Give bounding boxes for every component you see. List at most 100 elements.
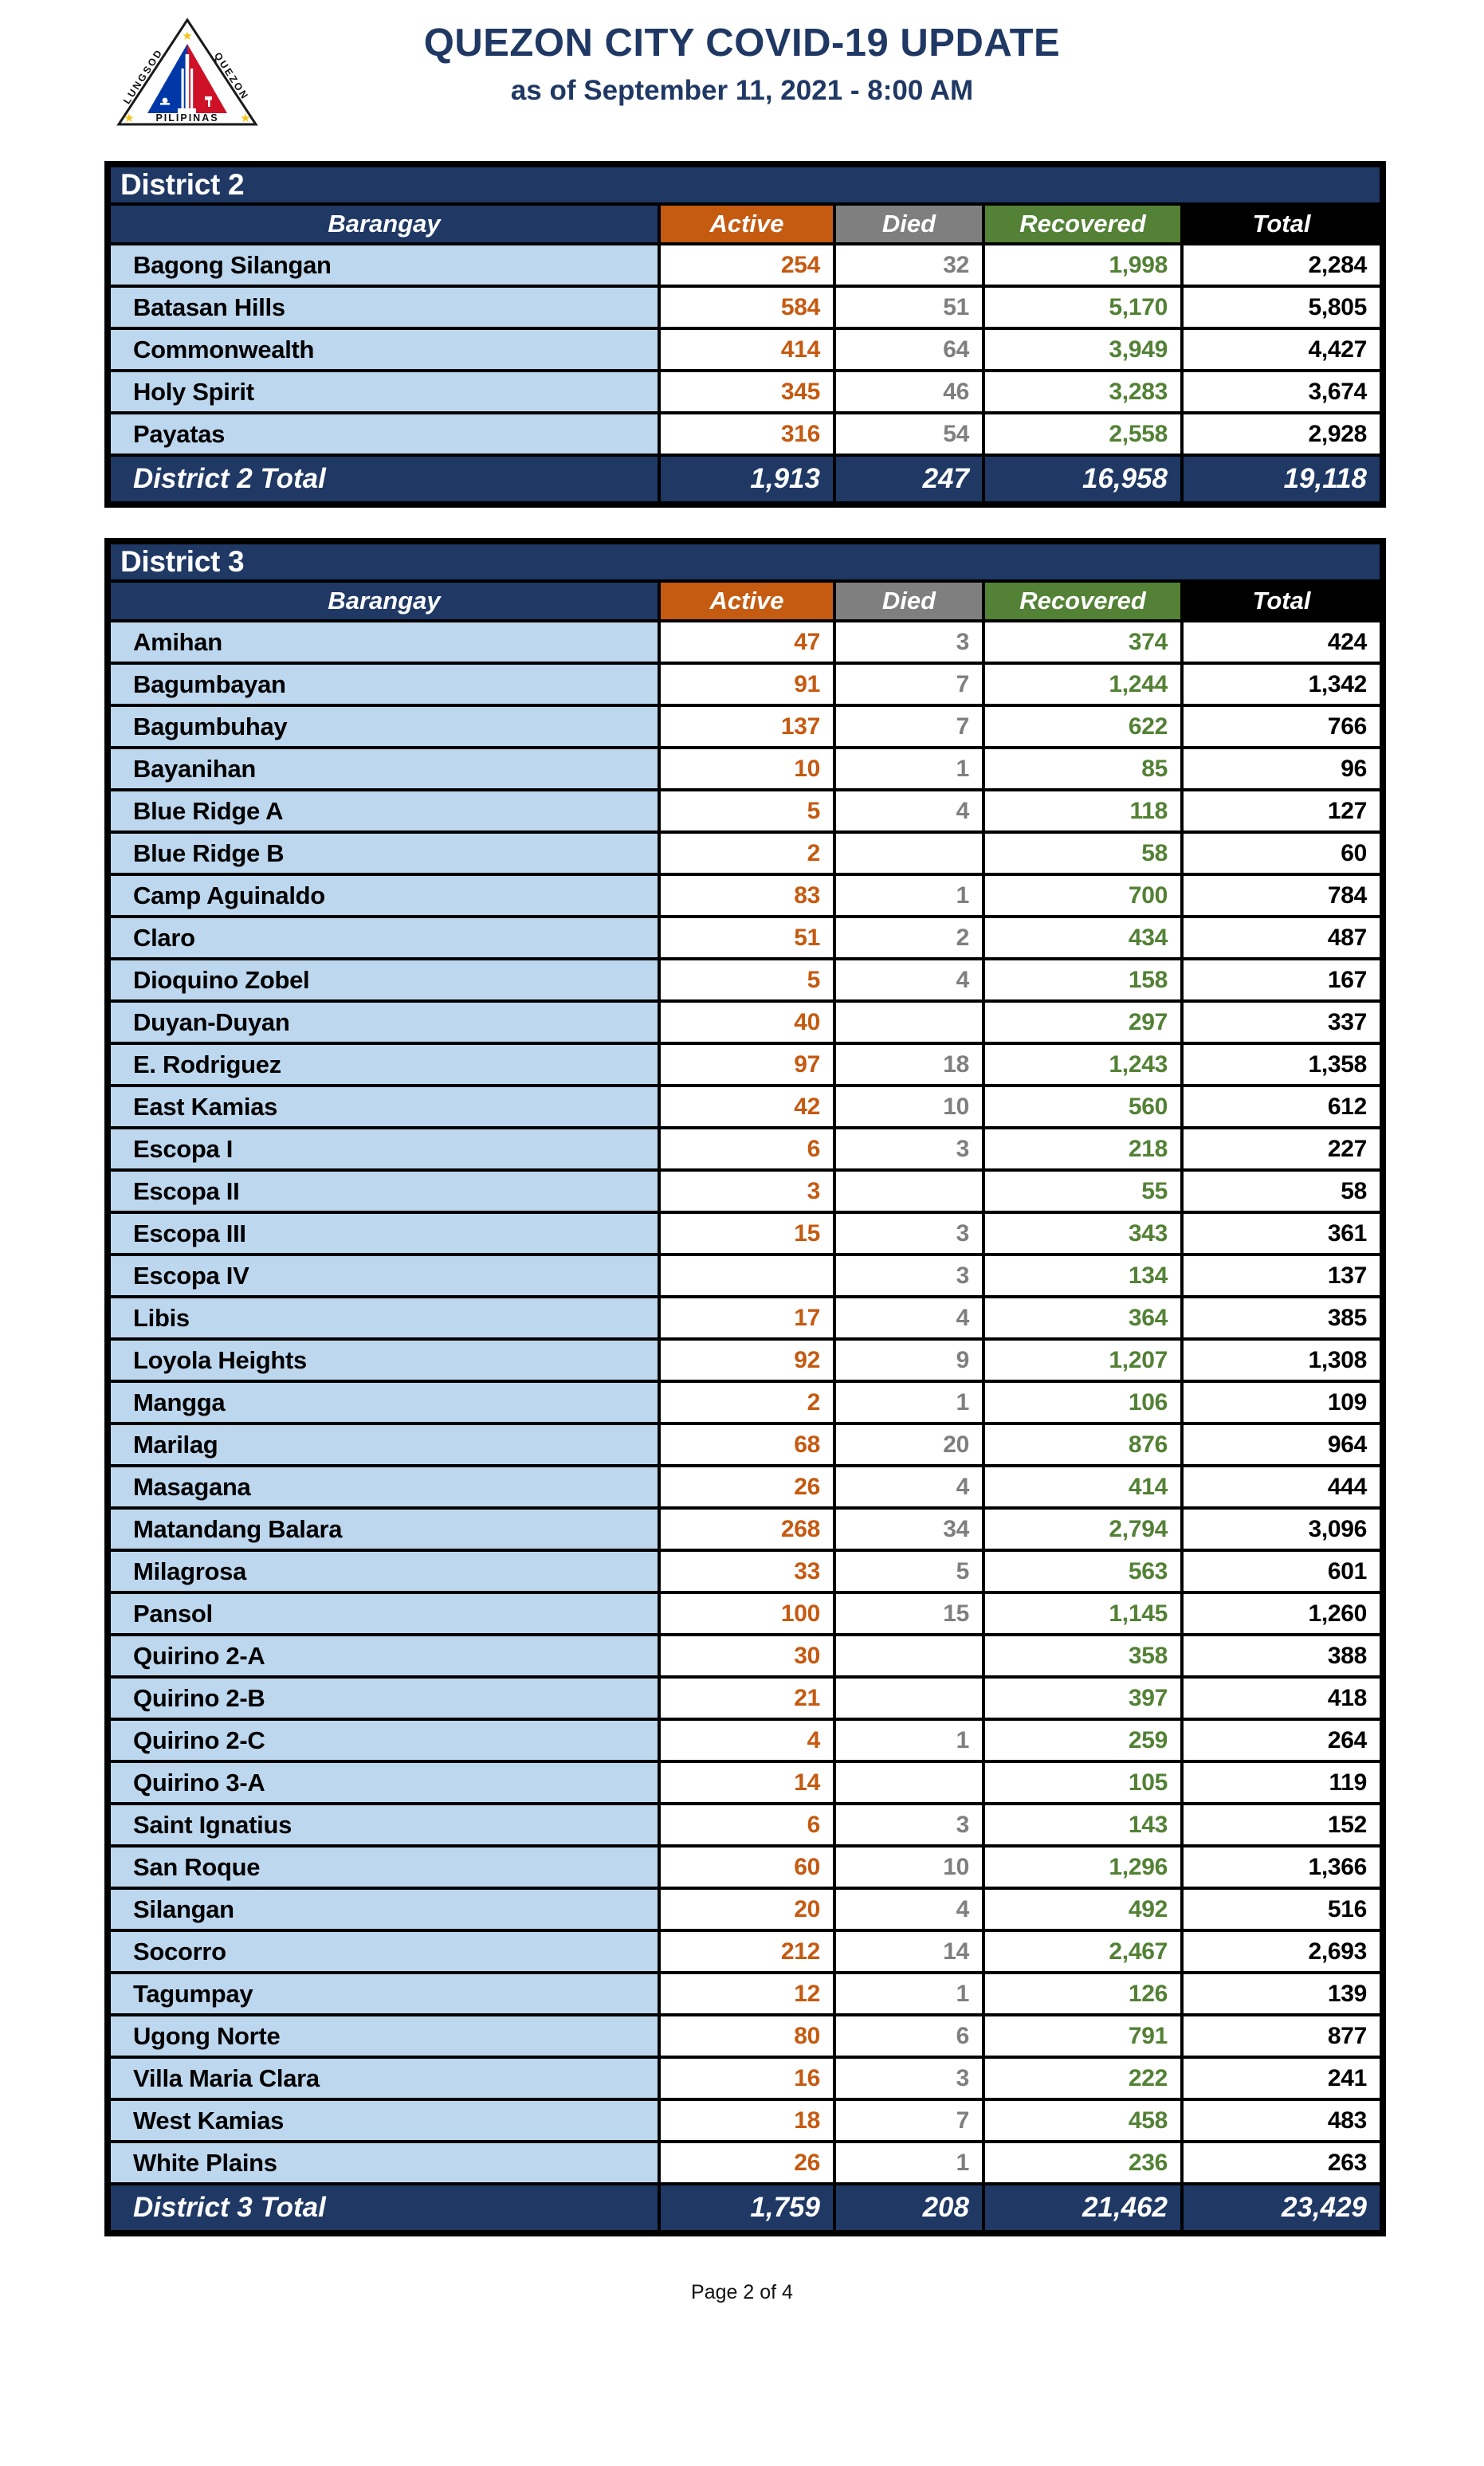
value-died xyxy=(833,1168,985,1214)
barangay-row: Escopa I 6 3 218 227 xyxy=(106,1126,1385,1172)
district-total-total: 19,118 xyxy=(1180,454,1385,506)
value-recovered: 297 xyxy=(982,999,1184,1045)
value-active: 20 xyxy=(658,1887,836,1932)
value-total: 109 xyxy=(1180,1380,1385,1425)
value-recovered: 560 xyxy=(982,1084,1184,1129)
svg-text:★: ★ xyxy=(124,111,134,125)
value-recovered: 1,244 xyxy=(982,662,1184,707)
value-died: 3 xyxy=(833,1253,985,1298)
column-header-active: Active xyxy=(658,579,836,622)
barangay-name: Quirino 2-A xyxy=(106,1633,661,1679)
value-recovered: 134 xyxy=(982,1253,1184,1298)
value-active: 10 xyxy=(658,746,836,791)
value-died: 1 xyxy=(833,1380,985,1425)
column-header-died: Died xyxy=(833,579,985,622)
barangay-name: Milagrosa xyxy=(106,1549,661,1594)
value-total: 612 xyxy=(1180,1084,1385,1129)
barangay-name: Duyan-Duyan xyxy=(106,999,661,1045)
barangay-row: White Plains 26 1 236 263 xyxy=(106,2140,1385,2185)
district-title-district-2: District 2 xyxy=(105,163,1385,206)
column-header-barangay: Barangay xyxy=(106,579,661,622)
barangay-name: White Plains xyxy=(106,2140,661,2185)
value-active: 91 xyxy=(658,662,836,707)
barangay-row: Mangga 2 1 106 109 xyxy=(106,1380,1385,1425)
barangay-name: Pansol xyxy=(106,1591,661,1636)
value-total: 2,693 xyxy=(1180,1929,1385,1974)
value-active: 12 xyxy=(658,1971,836,2016)
value-died: 4 xyxy=(833,957,985,1003)
page-number-footer: Page 2 of 4 xyxy=(691,2281,793,2303)
barangay-row: Camp Aguinaldo 83 1 700 784 xyxy=(106,873,1385,918)
barangay-row: Blue Ridge A 5 4 118 127 xyxy=(106,788,1385,834)
barangay-name: Payatas xyxy=(106,411,661,457)
value-total: 337 xyxy=(1180,999,1385,1045)
value-active: 26 xyxy=(658,1464,836,1510)
value-active: 80 xyxy=(658,2013,836,2059)
value-total: 1,366 xyxy=(1180,1844,1385,1890)
value-total: 877 xyxy=(1180,2013,1385,2059)
value-total: 139 xyxy=(1180,1971,1385,2016)
barangay-name: Bagong Silangan xyxy=(106,242,661,288)
barangay-row: Duyan-Duyan 40 297 337 xyxy=(106,999,1385,1045)
barangay-row: Claro 51 2 434 487 xyxy=(106,915,1385,960)
value-active: 254 xyxy=(658,242,836,288)
value-recovered: 259 xyxy=(982,1718,1184,1763)
column-header-total: Total xyxy=(1180,202,1385,245)
value-recovered: 2,794 xyxy=(982,1506,1184,1552)
barangay-row: Bagumbuhay 137 7 622 766 xyxy=(106,704,1385,749)
value-total: 119 xyxy=(1180,1760,1385,1805)
value-active: 268 xyxy=(658,1506,836,1552)
value-died: 7 xyxy=(833,704,985,749)
barangay-name: Villa Maria Clara xyxy=(106,2056,661,2101)
value-recovered: 1,145 xyxy=(982,1591,1184,1636)
value-active: 83 xyxy=(658,873,836,918)
district-total-label: District 3 Total xyxy=(106,2182,661,2235)
barangay-row: Libis 17 4 364 385 xyxy=(106,1295,1385,1341)
value-recovered: 118 xyxy=(982,788,1184,834)
value-died: 4 xyxy=(833,1295,985,1341)
value-total: 137 xyxy=(1180,1253,1385,1298)
value-active: 3 xyxy=(658,1168,836,1214)
value-died: 4 xyxy=(833,788,985,834)
value-total: 444 xyxy=(1180,1464,1385,1510)
barangay-row: Holy Spirit 345 46 3,283 3,674 xyxy=(106,369,1385,414)
barangay-row: Silangan 20 4 492 516 xyxy=(106,1887,1385,1932)
value-total: 1,358 xyxy=(1180,1042,1385,1087)
barangay-name: Quirino 2-B xyxy=(106,1675,661,1721)
value-active: 5 xyxy=(658,788,836,834)
value-active: 100 xyxy=(658,1591,836,1636)
barangay-row: Bagong Silangan 254 32 1,998 2,284 xyxy=(106,242,1385,288)
value-recovered: 1,243 xyxy=(982,1042,1184,1087)
value-died: 54 xyxy=(833,411,985,457)
barangay-name: Mangga xyxy=(106,1380,661,1425)
value-active: 26 xyxy=(658,2140,836,2185)
value-died xyxy=(833,999,985,1045)
value-recovered: 700 xyxy=(982,873,1184,918)
value-active: 97 xyxy=(658,1042,836,1087)
barangay-row: Socorro 212 14 2,467 2,693 xyxy=(106,1929,1385,1974)
barangay-row: Quirino 2-C 4 1 259 264 xyxy=(106,1718,1385,1763)
barangay-name: Matandang Balara xyxy=(106,1506,661,1552)
value-total: 127 xyxy=(1180,788,1385,834)
value-recovered: 791 xyxy=(982,2013,1184,2059)
value-died: 7 xyxy=(833,662,985,707)
value-died: 3 xyxy=(833,1126,985,1172)
district-total-label: District 2 Total xyxy=(106,454,661,506)
value-recovered: 358 xyxy=(982,1633,1184,1679)
value-active: 414 xyxy=(658,327,836,372)
value-active: 21 xyxy=(658,1675,836,1721)
barangay-name: E. Rodriguez xyxy=(106,1042,661,1087)
value-recovered: 1,207 xyxy=(982,1337,1184,1383)
barangay-name: Tagumpay xyxy=(106,1971,661,2016)
value-total: 96 xyxy=(1180,746,1385,791)
barangay-row: Blue Ridge B 2 58 60 xyxy=(106,831,1385,876)
barangay-row: Tagumpay 12 1 126 139 xyxy=(106,1971,1385,2016)
barangay-row: Batasan Hills 584 51 5,170 5,805 xyxy=(106,285,1385,330)
district-title-row-district-2: District 2 xyxy=(105,163,1385,206)
value-total: 152 xyxy=(1180,1802,1385,1848)
value-died: 4 xyxy=(833,1464,985,1510)
value-recovered: 236 xyxy=(982,2140,1184,2185)
value-died: 1 xyxy=(833,1718,985,1763)
barangay-row: East Kamias 42 10 560 612 xyxy=(106,1084,1385,1129)
value-recovered: 158 xyxy=(982,957,1184,1003)
